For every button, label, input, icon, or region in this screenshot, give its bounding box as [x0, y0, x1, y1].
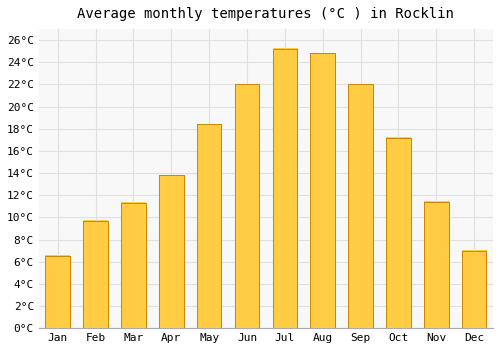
Bar: [234, 84, 260, 328]
Bar: [84, 221, 108, 328]
Bar: [197, 124, 222, 328]
Bar: [272, 49, 297, 328]
Bar: [310, 54, 335, 328]
Bar: [348, 84, 373, 328]
Bar: [424, 202, 448, 328]
Bar: [46, 256, 70, 328]
Bar: [272, 49, 297, 328]
Bar: [159, 175, 184, 328]
Bar: [386, 138, 410, 328]
Title: Average monthly temperatures (°C ) in Rocklin: Average monthly temperatures (°C ) in Ro…: [78, 7, 454, 21]
Bar: [121, 203, 146, 328]
Bar: [386, 138, 410, 328]
Bar: [462, 251, 486, 328]
Bar: [46, 256, 70, 328]
Bar: [462, 251, 486, 328]
Bar: [121, 203, 146, 328]
Bar: [424, 202, 448, 328]
Bar: [159, 175, 184, 328]
Bar: [197, 124, 222, 328]
Bar: [310, 54, 335, 328]
Bar: [234, 84, 260, 328]
Bar: [348, 84, 373, 328]
Bar: [84, 221, 108, 328]
